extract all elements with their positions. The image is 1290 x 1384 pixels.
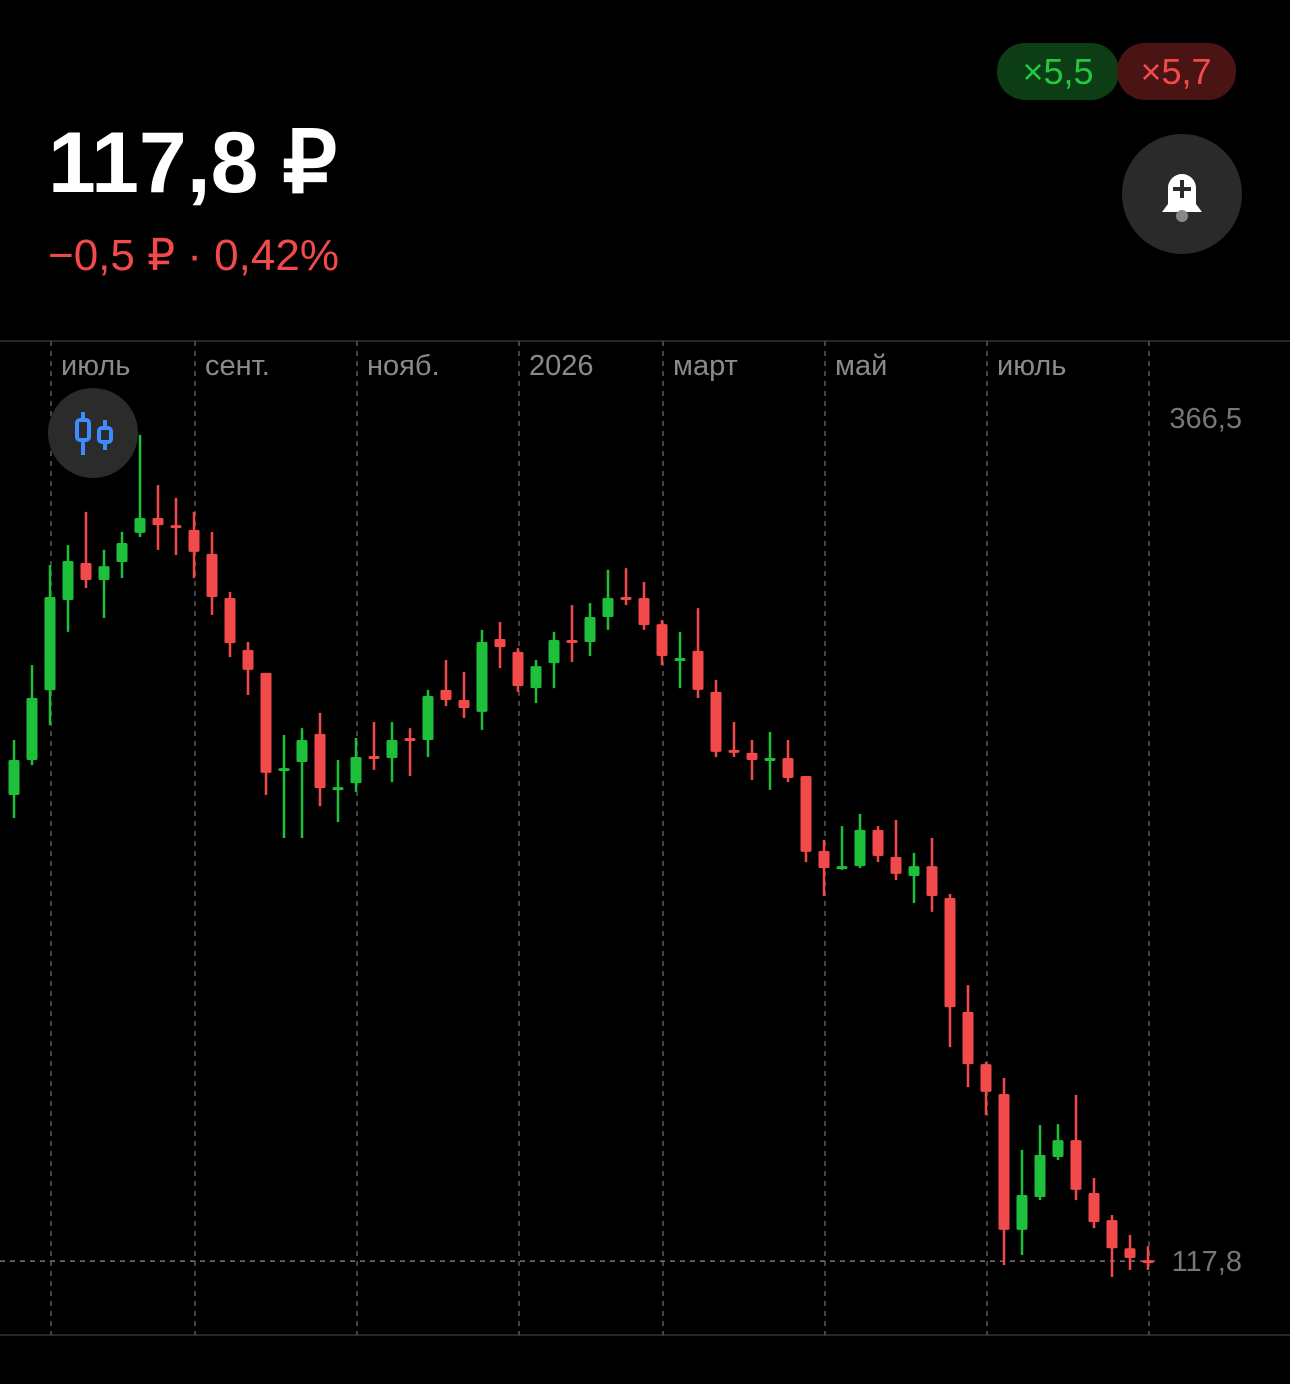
bell-clapper: [1176, 210, 1188, 222]
chart-type-body-a: [75, 418, 91, 442]
candle-body: [926, 866, 938, 896]
candle-body: [512, 651, 524, 687]
bell-plus: [1173, 180, 1191, 198]
candle-body: [1052, 1140, 1064, 1158]
month-label: нояб.: [367, 350, 440, 382]
badge-sell[interactable]: [1117, 43, 1236, 100]
candle-body: [1016, 1194, 1028, 1230]
candle-body: [998, 1093, 1010, 1230]
candle-body: [584, 616, 596, 643]
candle-body: [224, 597, 236, 644]
candle-body: [80, 563, 92, 581]
candle-body: [350, 756, 362, 784]
plot: июль сент. нояб. 2026 март май июль 366,5 117,8: [0, 341, 1242, 1335]
candle-body: [170, 525, 182, 529]
candle-body: [710, 691, 722, 752]
badge-buy[interactable]: [997, 43, 1119, 100]
candle-body: [566, 640, 578, 644]
y-tick-label: 366,5: [1169, 403, 1242, 435]
candle-body: [152, 517, 164, 526]
candle-body: [98, 566, 110, 581]
y-tick-label: 117,8: [1172, 1246, 1242, 1278]
candle-body: [8, 760, 20, 795]
candle-body: [404, 737, 416, 741]
candle-body: [944, 898, 956, 1008]
badge-buy-text: ×5,5: [1022, 51, 1093, 92]
candle-body: [386, 740, 398, 758]
badge-sell-text: ×5,7: [1140, 51, 1211, 92]
candle-body: [800, 775, 812, 852]
candle-body: [44, 596, 56, 691]
candle-body: [1070, 1140, 1082, 1190]
candle-body: [332, 787, 344, 791]
candle-body: [782, 757, 794, 778]
candle-body: [62, 561, 74, 601]
candle-body: [1142, 1260, 1154, 1264]
candle-body: [116, 543, 128, 563]
candle-body: [188, 529, 200, 552]
candle-body: [638, 597, 650, 626]
candle-body: [980, 1064, 992, 1092]
candle-body: [728, 749, 740, 753]
month-label: май: [835, 350, 887, 382]
month-label: сент.: [205, 350, 270, 382]
candle-body: [818, 850, 830, 869]
candle-body: [890, 856, 902, 874]
candle-body: [530, 666, 542, 689]
candle-body: [836, 866, 848, 870]
price-change: −0,5 ₽ · 0,42%: [48, 231, 339, 280]
alert-button[interactable]: [1122, 134, 1242, 254]
month-label: июль: [997, 350, 1066, 382]
candle-body: [242, 649, 254, 670]
candle-body: [656, 624, 668, 656]
month-label: июль: [61, 350, 130, 382]
candle-body: [602, 597, 614, 617]
candle-body: [620, 596, 632, 600]
candle-body: [206, 553, 218, 597]
candle-body: [764, 757, 776, 761]
candle-body: [908, 866, 920, 876]
candle-body: [692, 650, 704, 690]
candle-body: [1106, 1220, 1118, 1249]
candle-body: [422, 695, 434, 741]
candle-body: [26, 697, 38, 761]
month-label: март: [673, 350, 738, 382]
candle-body: [962, 1011, 974, 1065]
candle-body: [1088, 1192, 1100, 1223]
candle-body: [1034, 1154, 1046, 1198]
candle-body: [854, 829, 866, 867]
candle-body: [476, 642, 488, 712]
candle-body: [494, 638, 506, 648]
candle-body: [548, 640, 560, 664]
candle-body: [134, 517, 146, 533]
candle-body: [296, 740, 308, 763]
candle-body: [260, 672, 272, 773]
chart-type-bg: [48, 388, 138, 478]
price: 117,8 ₽: [48, 115, 337, 211]
chart-type-button[interactable]: [48, 388, 138, 478]
candle-body: [458, 700, 470, 709]
candle-body: [314, 733, 326, 789]
candle-body: [278, 768, 290, 772]
candle-body: [746, 752, 758, 761]
candle-body: [872, 829, 884, 856]
chart-type-body-b: [97, 426, 113, 444]
candle-body: [674, 657, 686, 661]
candle-body: [440, 689, 452, 701]
candle-body: [368, 755, 380, 759]
candle-body: [1124, 1248, 1136, 1259]
month-label: 2026: [529, 350, 594, 382]
